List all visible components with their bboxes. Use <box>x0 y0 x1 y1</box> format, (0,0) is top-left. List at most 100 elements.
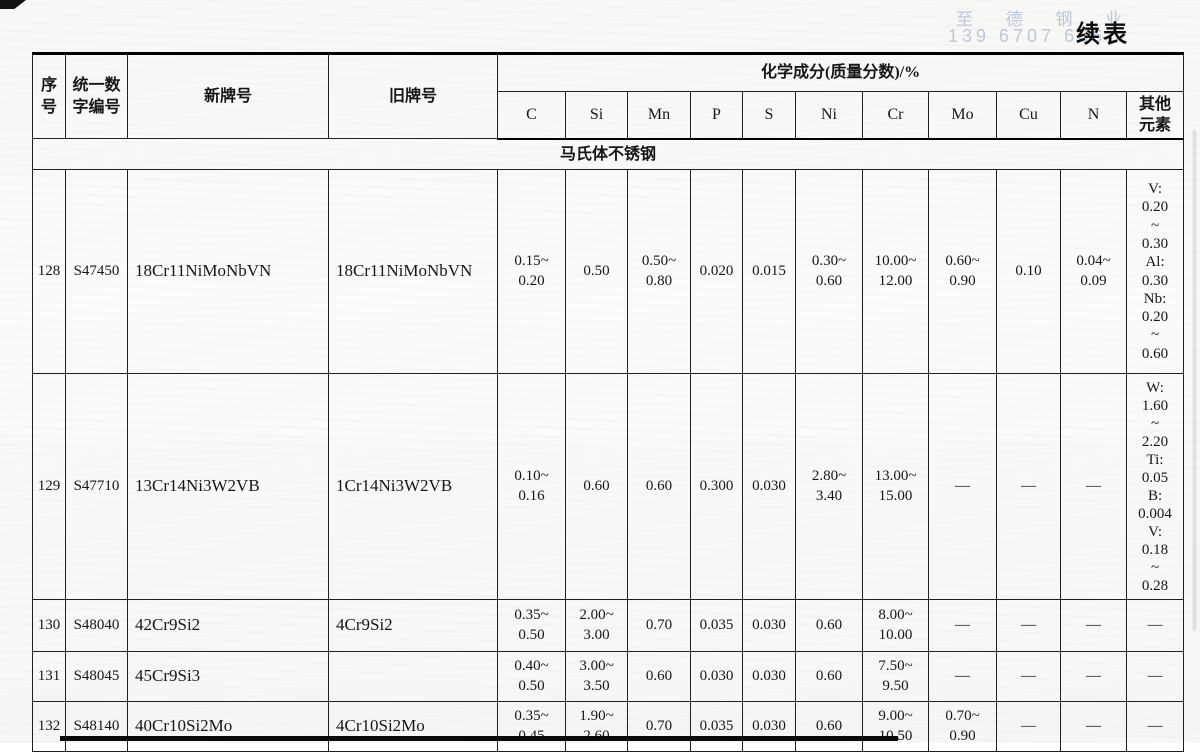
cell-p: 0.030 <box>690 651 743 702</box>
header-element-c: C <box>497 91 566 140</box>
cell-new-grade: 40Cr10Si2Mo <box>127 701 329 752</box>
cell-p: 0.035 <box>690 701 743 752</box>
cell-si: 1.90~ 2.60 <box>565 701 628 752</box>
section-row: 马氏体不锈钢 <box>31 138 1185 170</box>
cell-c: 0.35~ 0.45 <box>497 701 566 752</box>
cell-mo: — <box>928 651 997 702</box>
watermark-phone-number: 139 6707 6667 <box>948 26 1121 46</box>
cell-mn: 0.60 <box>627 651 691 702</box>
table-row: 130 S48040 42Cr9Si2 4Cr9Si2 0.35~ 0.50 2… <box>32 599 1185 652</box>
cell-other-elements: — <box>1125 701 1185 752</box>
cell-mo: 0.60~ 0.90 <box>928 169 997 374</box>
header-old-grade: 旧牌号 <box>328 53 498 139</box>
cell-mn: 0.70 <box>627 599 691 652</box>
cell-ni: 2.80~ 3.40 <box>795 373 863 600</box>
chemical-composition-table: 序 号 统一数 字编号 新牌号 旧牌号 化学成分(质量分数)/% C Si Mn… <box>31 52 1185 752</box>
cell-n: — <box>1060 701 1127 752</box>
cell-ni: 0.60 <box>795 599 863 652</box>
header-element-ni: Ni <box>795 91 863 140</box>
table-row: 131 S48045 45Cr9Si3 0.40~ 0.50 3.00~ 3.5… <box>32 651 1185 702</box>
cell-seq: 129 <box>32 373 66 600</box>
cell-c: 0.40~ 0.50 <box>497 651 566 702</box>
header-element-p: P <box>690 91 743 140</box>
header-row-group: 序 号 统一数 字编号 新牌号 旧牌号 化学成分(质量分数)/% <box>32 53 1185 139</box>
header-element-mo: Mo <box>928 91 997 140</box>
cell-mn: 0.50~ 0.80 <box>627 169 691 374</box>
table-row: 128 S47450 18Cr11NiMoNbVN 18Cr11NiMoNbVN… <box>32 169 1185 374</box>
cell-old-grade: 4Cr9Si2 <box>328 599 498 652</box>
cell-seq: 132 <box>32 701 66 752</box>
cell-other-elements: — <box>1125 599 1185 652</box>
cell-si: 0.50 <box>565 169 628 374</box>
page-edge-shadow <box>1193 130 1196 630</box>
cell-other-elements: W: 1.60 ~ 2.20 Ti: 0.05 B: 0.004 V: 0.18… <box>1125 373 1185 600</box>
watermark-company-name: 至 德 钢 业 <box>956 10 1137 29</box>
cell-n: — <box>1060 599 1127 652</box>
section-title-martensitic: 马氏体不锈钢 <box>31 138 1185 170</box>
cell-old-grade: 1Cr14Ni3W2VB <box>328 373 498 600</box>
cell-uns-code: S48040 <box>65 599 128 652</box>
header-element-s: S <box>742 91 796 140</box>
cell-c: 0.35~ 0.50 <box>497 599 566 652</box>
cell-mn: 0.70 <box>627 701 691 752</box>
cell-c: 0.15~ 0.20 <box>497 169 566 374</box>
header-row-elements: C Si Mn P S Ni Cr Mo Cu N 其他 元素 <box>33 91 1185 140</box>
header-element-n: N <box>1060 91 1127 140</box>
cell-old-grade: 18Cr11NiMoNbVN <box>328 169 498 374</box>
header-chemical-composition: 化学成分(质量分数)/% <box>496 53 1185 92</box>
cell-seq: 131 <box>32 651 66 702</box>
header-uns-code: 统一数 字编号 <box>65 53 128 139</box>
cell-cr: 13.00~ 15.00 <box>862 373 929 600</box>
cell-n: — <box>1060 373 1127 600</box>
cell-si: 2.00~ 3.00 <box>565 599 628 652</box>
cell-ni: 0.60 <box>795 701 863 752</box>
cell-p: 0.020 <box>690 169 743 374</box>
cell-uns-code: S48045 <box>65 651 128 702</box>
cell-ni: 0.30~ 0.60 <box>795 169 863 374</box>
cell-other-elements: V: 0.20 ~ 0.30 Al: 0.30 Nb: 0.20 ~ 0.60 <box>1125 169 1185 374</box>
cell-s: 0.015 <box>742 169 796 374</box>
cell-old-grade: 4Cr10Si2Mo <box>328 701 498 752</box>
cell-new-grade: 45Cr9Si3 <box>127 651 329 702</box>
cell-p: 0.300 <box>690 373 743 600</box>
cell-other-elements: — <box>1125 651 1185 702</box>
cell-cr: 10.00~ 12.00 <box>862 169 929 374</box>
scan-bottom-rule <box>60 736 898 741</box>
cell-new-grade: 13Cr14Ni3W2VB <box>127 373 329 600</box>
table-row: 132 S48140 40Cr10Si2Mo 4Cr10Si2Mo 0.35~ … <box>32 701 1185 752</box>
cell-mn: 0.60 <box>627 373 691 600</box>
cell-uns-code: S47450 <box>65 169 128 374</box>
cell-si: 3.00~ 3.50 <box>565 651 628 702</box>
cell-s: 0.030 <box>742 651 796 702</box>
cell-cu: — <box>996 651 1061 702</box>
cell-n: 0.04~ 0.09 <box>1060 169 1127 374</box>
cell-s: 0.030 <box>742 701 796 752</box>
cell-s: 0.030 <box>742 599 796 652</box>
cell-cu: 0.10 <box>996 169 1061 374</box>
header-element-cu: Cu <box>996 91 1061 140</box>
cell-cu: — <box>996 599 1061 652</box>
cell-p: 0.035 <box>690 599 743 652</box>
cell-s: 0.030 <box>742 373 796 600</box>
cell-seq: 130 <box>32 599 66 652</box>
cell-seq: 128 <box>32 169 66 374</box>
cell-ni: 0.60 <box>795 651 863 702</box>
cell-new-grade: 42Cr9Si2 <box>127 599 329 652</box>
scan-corner-mark <box>0 0 26 9</box>
header-other-elements: 其他 元素 <box>1125 91 1185 140</box>
cell-c: 0.10~ 0.16 <box>497 373 566 600</box>
header-element-cr: Cr <box>862 91 929 140</box>
cell-cu: — <box>996 373 1061 600</box>
cell-cr: 8.00~ 10.00 <box>862 599 929 652</box>
header-seq: 序 号 <box>32 53 66 139</box>
cell-new-grade: 18Cr11NiMoNbVN <box>127 169 329 374</box>
cell-mo: 0.70~ 0.90 <box>928 701 997 752</box>
header-new-grade: 新牌号 <box>127 53 329 139</box>
continued-table-label: 续表 <box>1076 22 1130 48</box>
table-row: 129 S47710 13Cr14Ni3W2VB 1Cr14Ni3W2VB 0.… <box>32 373 1185 600</box>
cell-cr: 9.00~ 10.50 <box>862 701 929 752</box>
cell-si: 0.60 <box>565 373 628 600</box>
cell-uns-code: S48140 <box>65 701 128 752</box>
cell-mo: — <box>928 373 997 600</box>
